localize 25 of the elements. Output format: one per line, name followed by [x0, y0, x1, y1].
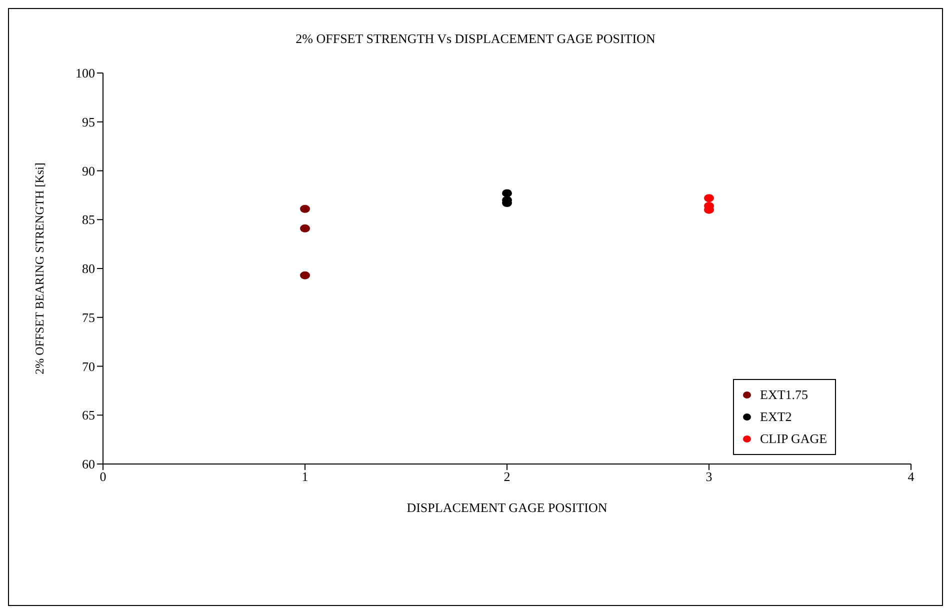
y-tick-label: 100: [76, 66, 95, 81]
x-tick-label: 4: [908, 469, 915, 484]
point: [502, 189, 512, 198]
x-tick-label: 3: [706, 469, 712, 484]
point: [704, 194, 714, 202]
y-tick-label: 65: [82, 408, 95, 423]
point: [300, 271, 310, 280]
y-tick-label: 80: [82, 261, 95, 276]
point: [300, 204, 310, 213]
y-axis-title: 2% OFFSET BEARING STRENGTH [Ksi]: [32, 162, 46, 374]
chart-title: 2% OFFSET STRENGTH Vs DISPLACEMENT GAGE POSITION: [294, 31, 656, 47]
y-tick-label: 85: [82, 212, 95, 228]
legend-label: CLIP GAGE: [760, 431, 828, 447]
x-tick-label: 1: [302, 469, 308, 484]
x-tick-label: 0: [100, 469, 106, 484]
legend-label: EXT1.75: [760, 387, 808, 403]
point: [300, 224, 310, 232]
x-axis-title: DISPLACEMENT GAGE POSITION: [406, 500, 608, 515]
x-tick-label: 2: [504, 469, 510, 484]
y-tick-label: 70: [82, 358, 95, 374]
y-tick-label: 90: [82, 163, 95, 178]
y-tick-label: 95: [82, 114, 95, 130]
legend-label: EXT2: [760, 409, 792, 425]
y-tick-label: 60: [82, 456, 95, 472]
y-tick-label: 75: [82, 310, 95, 325]
